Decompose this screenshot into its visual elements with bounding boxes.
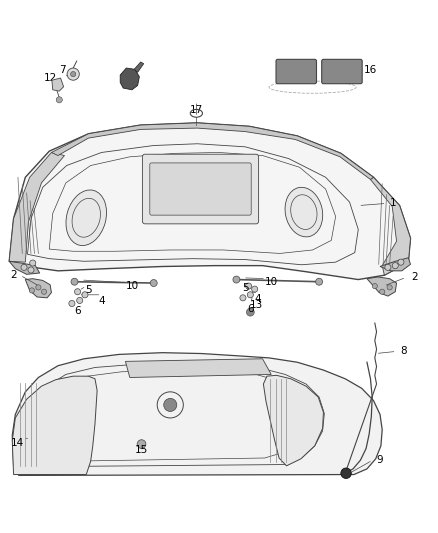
Text: 3: 3 [131,75,138,85]
Circle shape [398,259,404,265]
Circle shape [240,295,246,301]
Text: 8: 8 [401,346,407,357]
Text: 1: 1 [390,198,396,208]
Polygon shape [120,68,139,90]
Circle shape [247,308,254,316]
Circle shape [233,276,240,283]
Circle shape [82,292,88,298]
Polygon shape [12,353,382,475]
Polygon shape [9,123,410,279]
Circle shape [71,71,76,77]
Circle shape [30,260,36,266]
Text: 7: 7 [59,65,66,75]
Polygon shape [9,152,64,262]
Polygon shape [371,177,410,275]
Polygon shape [9,261,40,274]
Circle shape [372,284,378,289]
Circle shape [247,292,253,298]
Polygon shape [134,62,144,72]
Polygon shape [367,277,396,296]
FancyBboxPatch shape [150,163,251,215]
Circle shape [71,278,78,285]
Circle shape [28,267,34,273]
Text: 4: 4 [255,294,261,304]
Text: 2: 2 [10,270,17,280]
FancyBboxPatch shape [322,59,362,84]
Circle shape [316,278,322,285]
Circle shape [392,263,398,269]
Circle shape [36,285,41,290]
Text: 5: 5 [85,286,92,295]
Text: 10: 10 [126,281,139,291]
Polygon shape [263,375,323,466]
Circle shape [56,97,62,103]
Circle shape [77,297,83,303]
Circle shape [69,301,75,306]
Text: 13: 13 [250,300,263,310]
Polygon shape [51,123,374,180]
Circle shape [252,286,258,292]
Text: 6: 6 [247,304,254,314]
Ellipse shape [66,190,106,246]
FancyBboxPatch shape [142,154,258,224]
Text: 15: 15 [135,445,148,455]
Text: 4: 4 [98,296,105,306]
Text: 5: 5 [242,283,248,293]
Text: 10: 10 [265,277,278,287]
Ellipse shape [285,187,323,237]
Text: 12: 12 [43,74,57,84]
Text: 9: 9 [377,455,383,465]
Circle shape [137,440,146,448]
Circle shape [74,289,81,295]
Text: 14: 14 [11,438,25,448]
Circle shape [150,279,157,287]
Circle shape [341,468,351,479]
Text: 17: 17 [190,105,203,115]
Polygon shape [12,376,97,474]
Text: 16: 16 [364,65,378,75]
Text: 6: 6 [74,306,81,316]
Circle shape [21,264,27,270]
Circle shape [387,285,392,290]
Polygon shape [125,359,271,377]
Circle shape [385,264,391,270]
Circle shape [29,288,35,293]
Circle shape [246,283,252,289]
Circle shape [67,68,79,80]
Circle shape [380,289,385,294]
Polygon shape [52,78,64,91]
Circle shape [164,398,177,411]
Text: 2: 2 [412,272,418,282]
Polygon shape [25,279,51,298]
FancyBboxPatch shape [276,59,317,84]
Circle shape [42,289,47,294]
Polygon shape [380,258,410,271]
